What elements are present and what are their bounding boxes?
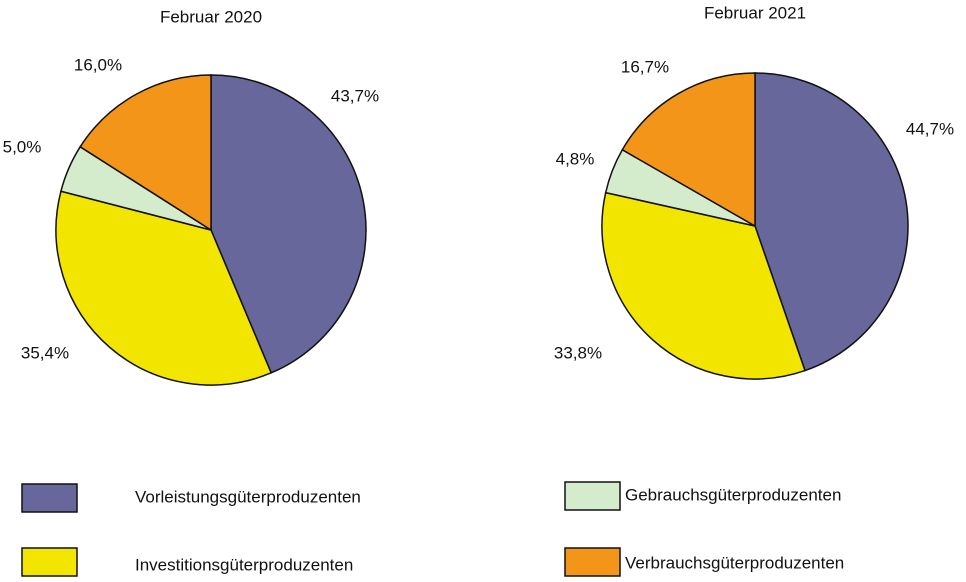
legend-swatch [564, 481, 621, 511]
pie-slice [210, 74, 367, 374]
legend-label: Vorleistungsgüterproduzenten [135, 487, 361, 506]
slice-label: 33,8% [554, 343, 602, 362]
pie-slice [55, 190, 273, 386]
pie-slice [601, 191, 806, 380]
pie-title: Februar 2020 [160, 7, 262, 26]
slice-label: 44,7% [906, 119, 954, 138]
slice-label: 16,0% [74, 55, 122, 74]
pie-title: Februar 2021 [704, 3, 806, 22]
legend-label: Gebrauchsgüterproduzenten [625, 485, 841, 504]
slice-label: 16,7% [621, 57, 669, 76]
pie-slice [79, 74, 212, 232]
legend-label: Investitionsgüterproduzenten [135, 555, 353, 574]
slice-label: 43,7% [331, 86, 379, 105]
slice-label: 5,0% [3, 137, 42, 156]
legend-swatch [21, 547, 78, 577]
slice-label: 4,8% [556, 149, 595, 168]
legend-swatch [21, 483, 78, 513]
legend-swatch [564, 547, 621, 577]
slice-label: 35,4% [21, 343, 69, 362]
legend-label: Verbrauchsgüterproduzenten [625, 553, 844, 572]
pie-slice [621, 72, 756, 228]
pie-slice [754, 72, 909, 372]
